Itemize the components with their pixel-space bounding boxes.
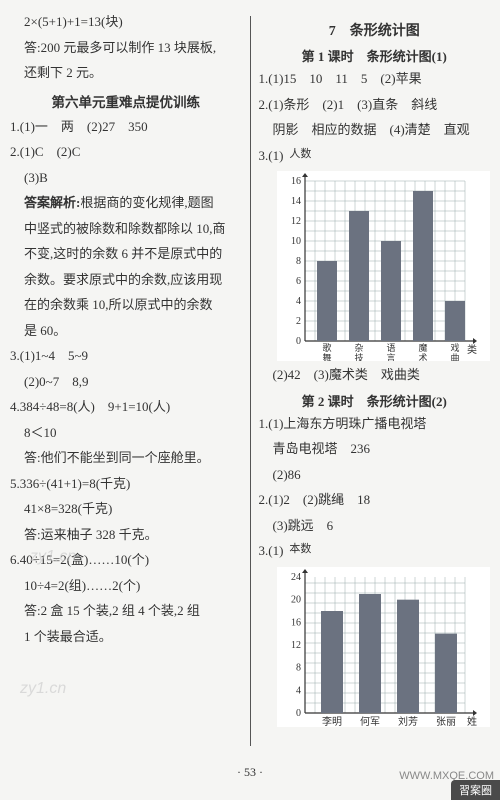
svg-text:张丽: 张丽 bbox=[436, 716, 456, 727]
text-line: 1 个装最合适。 bbox=[10, 627, 242, 647]
svg-text:言: 言 bbox=[386, 352, 395, 361]
svg-text:魔: 魔 bbox=[418, 342, 427, 353]
y-axis-label: 本数 bbox=[289, 541, 311, 561]
text-line: 不变,这时的余数 6 并不是原式中的 bbox=[10, 244, 242, 264]
svg-text:16: 16 bbox=[291, 176, 301, 187]
text-line: 是 60。 bbox=[10, 321, 242, 341]
text-line: 2×(5+1)+1=13(块) bbox=[10, 12, 242, 32]
svg-text:2: 2 bbox=[296, 316, 301, 327]
svg-text:何军: 何军 bbox=[360, 715, 380, 727]
svg-text:8: 8 bbox=[296, 662, 301, 673]
svg-text:术: 术 bbox=[418, 352, 427, 361]
text-line: 10÷4=2(组)……2(个) bbox=[10, 576, 242, 596]
svg-text:12: 12 bbox=[291, 640, 301, 651]
svg-text:杂: 杂 bbox=[354, 343, 363, 353]
y-axis-label: 人数 bbox=[289, 146, 311, 166]
svg-text:李明: 李明 bbox=[322, 715, 342, 727]
text-line: 5.336÷(41+1)=8(千克) bbox=[10, 474, 242, 494]
text-line: 1.(1)一 两 (2)27 350 bbox=[10, 117, 242, 137]
text-line: 中竖式的被除数和除数都除以 10,商 bbox=[10, 219, 242, 239]
right-column: 7 条形统计图 第 1 课时 条形统计图(1) 1.(1)15 10 11 5 … bbox=[259, 12, 491, 792]
text-line: (2)42 (3)魔术类 戏曲类 bbox=[259, 365, 491, 385]
page-container: 2×(5+1)+1=13(块) 答:200 元最多可以制作 13 块展板, 还剩… bbox=[0, 0, 500, 800]
svg-text:4: 4 bbox=[296, 296, 301, 307]
analysis-label: 答案解析: bbox=[24, 195, 80, 210]
lesson-title: 第 1 课时 条形统计图(1) bbox=[259, 46, 491, 65]
svg-text:0: 0 bbox=[296, 708, 301, 719]
left-column: 2×(5+1)+1=13(块) 答:200 元最多可以制作 13 块展板, 还剩… bbox=[10, 12, 242, 792]
chart2-svg: 0 4 8 12 16 20 24 李明 何军 刘芳 张丽姓名 bbox=[277, 567, 477, 727]
svg-text:技: 技 bbox=[354, 352, 363, 361]
text-line: 6.40÷15=2(盒)……10(个) bbox=[10, 550, 242, 570]
chapter-title: 7 条形统计图 bbox=[259, 20, 491, 40]
chart-index: 3.(1) bbox=[259, 146, 284, 166]
text-line: 1.(1)15 10 11 5 (2)苹果 bbox=[259, 69, 491, 89]
svg-text:舞: 舞 bbox=[322, 353, 331, 361]
text-line: 8＜10 bbox=[10, 423, 242, 443]
svg-text:戏: 戏 bbox=[450, 342, 459, 353]
text-line: 在的余数乘 10,所以原式中的余数 bbox=[10, 295, 242, 315]
bar-chart-2: 0 4 8 12 16 20 24 李明 何军 刘芳 张丽姓名 bbox=[277, 567, 491, 727]
text-line: 青岛电视塔 236 bbox=[259, 439, 491, 459]
bar-chart-1: 0246810121416歌舞类杂技类语言类魔术类戏曲类类别 bbox=[277, 171, 491, 361]
svg-text:14: 14 bbox=[291, 196, 301, 207]
svg-text:语: 语 bbox=[386, 343, 395, 353]
text-line: 4.384÷48=8(人) 9+1=10(人) bbox=[10, 397, 242, 417]
svg-text:6: 6 bbox=[296, 276, 301, 287]
text-line: (2)0~7 8,9 bbox=[10, 372, 242, 392]
chart-label-row: 3.(1) 人数 bbox=[259, 146, 491, 166]
text-line: 2.(1)2 (2)跳绳 18 bbox=[259, 490, 491, 510]
footer-badge: 習案圈 bbox=[451, 780, 500, 800]
text-line: 答:运来柚子 328 千克。 bbox=[10, 525, 242, 545]
svg-text:20: 20 bbox=[291, 594, 301, 605]
svg-text:类别: 类别 bbox=[467, 343, 477, 356]
text-span: 根据商的变化规律,题图 bbox=[80, 195, 213, 210]
svg-text:0: 0 bbox=[296, 336, 301, 347]
text-line: 2.(1)C (2)C bbox=[10, 142, 242, 162]
lesson-title: 第 2 课时 条形统计图(2) bbox=[259, 391, 491, 410]
text-line: 3.(1)1~4 5~9 bbox=[10, 346, 242, 366]
svg-text:姓名: 姓名 bbox=[467, 715, 477, 727]
text-line: (3)B bbox=[10, 168, 242, 188]
svg-text:刘芳: 刘芳 bbox=[398, 715, 418, 727]
svg-text:4: 4 bbox=[296, 685, 301, 696]
svg-text:8: 8 bbox=[296, 256, 301, 267]
text-line: (3)跳远 6 bbox=[259, 516, 491, 536]
svg-text:歌: 歌 bbox=[322, 342, 331, 353]
chart-label-row: 3.(1) 本数 bbox=[259, 541, 491, 561]
svg-text:16: 16 bbox=[291, 617, 301, 628]
chart-index: 3.(1) bbox=[259, 541, 284, 561]
column-divider bbox=[250, 16, 251, 746]
text-line: 答:200 元最多可以制作 13 块展板, bbox=[10, 38, 242, 58]
text-line: 还剩下 2 元。 bbox=[10, 63, 242, 83]
chart1-svg: 0246810121416歌舞类杂技类语言类魔术类戏曲类类别 bbox=[277, 171, 477, 361]
unit-title: 第六单元重难点提优训练 bbox=[10, 91, 242, 111]
svg-text:24: 24 bbox=[291, 572, 301, 583]
analysis-block: 答案解析:根据商的变化规律,题图 bbox=[10, 193, 242, 213]
text-line: 答:他们不能坐到同一个座舱里。 bbox=[10, 448, 242, 468]
svg-text:10: 10 bbox=[291, 236, 301, 247]
svg-text:12: 12 bbox=[291, 216, 301, 227]
svg-text:曲: 曲 bbox=[450, 353, 459, 361]
text-line: 1.(1)上海东方明珠广播电视塔 bbox=[259, 414, 491, 434]
text-line: 2.(1)条形 (2)1 (3)直条 斜线 bbox=[259, 95, 491, 115]
text-line: 41×8=328(千克) bbox=[10, 499, 242, 519]
text-line: 阴影 相应的数据 (4)清楚 直观 bbox=[259, 120, 491, 140]
text-line: (2)86 bbox=[259, 465, 491, 485]
text-line: 答:2 盒 15 个装,2 组 4 个装,2 组 bbox=[10, 601, 242, 621]
text-line: 余数。要求原式中的余数,应该用现 bbox=[10, 270, 242, 290]
